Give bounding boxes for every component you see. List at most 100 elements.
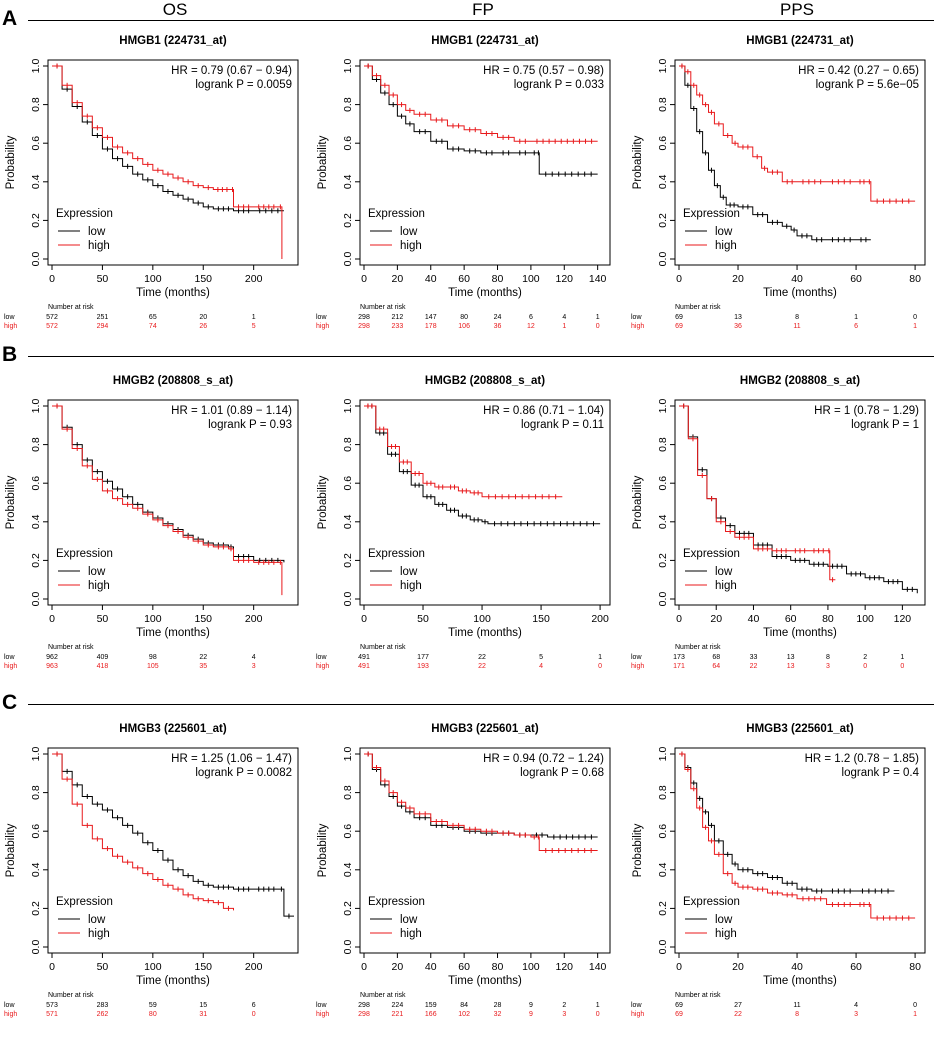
hazard-ratio: HR = 1.01 (0.89 − 1.14) [171, 405, 292, 417]
x-axis-label: Time (months) [763, 287, 837, 299]
x-tick-label: 200 [245, 613, 263, 625]
risk-value-high: 0 [596, 1011, 600, 1018]
x-tick-label: 0 [676, 613, 682, 625]
x-axis-label: Time (months) [136, 627, 210, 639]
chart-title: HMGB2 (208808_s_at) [425, 375, 545, 387]
y-tick-label: 0.0 [657, 592, 669, 607]
legend-label-high: high [715, 580, 737, 592]
hazard-ratio: HR = 0.42 (0.27 − 0.65) [798, 65, 919, 77]
y-axis-label: Probability [632, 135, 644, 189]
x-tick-label: 20 [710, 613, 722, 625]
risk-table-header: Number at risk [360, 644, 406, 651]
x-tick-label: 120 [556, 961, 574, 973]
hazard-ratio: HR = 1.2 (0.78 − 1.85) [805, 753, 920, 765]
risk-value-high: 294 [97, 323, 109, 330]
x-tick-label: 100 [522, 961, 540, 973]
risk-value-low: 177 [417, 654, 429, 661]
legend-title: Expression [56, 208, 113, 220]
x-tick-label: 140 [589, 273, 607, 285]
hazard-ratio: HR = 0.79 (0.67 − 0.94) [171, 65, 292, 77]
y-axis-label: Probability [317, 823, 329, 877]
y-tick-label: 0.2 [30, 901, 42, 916]
x-tick-label: 140 [589, 961, 607, 973]
risk-value-low: 147 [425, 314, 437, 321]
panel-divider-a [28, 20, 934, 21]
x-tick-label: 20 [392, 961, 404, 973]
legend-label-high: high [715, 928, 737, 940]
y-tick-label: 1.0 [342, 59, 354, 74]
legend-label-low: low [400, 566, 418, 578]
km-chart-8: HMGB3 (225601_at) 0.0 0.2 0.4 0.6 0.8 1.0 Proba… [316, 723, 611, 1018]
km-curve-low [364, 405, 601, 525]
risk-value-high: 22 [750, 663, 758, 670]
risk-value-high: 12 [527, 323, 535, 330]
logrank-p: logrank P = 0.4 [842, 767, 920, 779]
risk-value-low: 1 [598, 654, 602, 661]
km-chart-7: HMGB3 (225601_at) 0.0 0.2 0.4 0.6 0.8 1.0 Proba… [4, 723, 299, 1018]
risk-value-high: 0 [863, 663, 867, 670]
risk-value-low: 283 [97, 1002, 109, 1009]
panel-divider-c [28, 704, 934, 705]
x-tick-label: 40 [748, 613, 760, 625]
risk-value-low: 173 [673, 654, 685, 661]
risk-value-high: 3 [562, 1011, 566, 1018]
x-tick-label: 60 [458, 273, 470, 285]
risk-value-low: 98 [149, 654, 157, 661]
y-tick-label: 0.2 [342, 901, 354, 916]
y-tick-label: 0.6 [30, 136, 42, 151]
x-tick-label: 100 [144, 273, 162, 285]
risk-value-low: 2 [562, 1002, 566, 1009]
plot-frame [359, 59, 611, 266]
x-tick-label: 100 [522, 273, 540, 285]
km-curve-high [52, 405, 283, 596]
risk-value-low: 491 [358, 654, 370, 661]
logrank-p: logrank P = 0.68 [520, 767, 604, 779]
legend-label-low: low [400, 914, 418, 926]
plot-frame [674, 399, 926, 606]
x-tick-label: 80 [492, 961, 504, 973]
x-tick-label: 40 [425, 273, 437, 285]
risk-value-low: 68 [712, 654, 720, 661]
plot-frame [359, 747, 611, 954]
x-tick-label: 20 [732, 273, 744, 285]
km-curve-high [52, 65, 283, 259]
legend-label-low: low [715, 914, 733, 926]
risk-value-low: 69 [675, 1002, 683, 1009]
y-tick-label: 1.0 [342, 747, 354, 762]
x-tick-label: 20 [392, 273, 404, 285]
legend-label-high: high [88, 240, 110, 252]
risk-value-high: 5 [252, 323, 256, 330]
risk-value-low: 8 [826, 654, 830, 661]
legend-label-high: high [400, 928, 422, 940]
risk-value-low: 59 [149, 1002, 157, 1009]
legend-label-high: high [88, 580, 110, 592]
risk-value-high: 8 [795, 1011, 799, 1018]
y-tick-label: 0.2 [657, 553, 669, 568]
risk-row-label-high: high [316, 663, 329, 670]
y-tick-label: 0.6 [657, 136, 669, 151]
risk-value-low: 22 [199, 654, 207, 661]
risk-table-header: Number at risk [48, 992, 94, 999]
y-tick-label: 0.8 [342, 437, 354, 452]
risk-value-high: 298 [358, 323, 370, 330]
x-tick-label: 0 [676, 273, 682, 285]
hazard-ratio: HR = 1.25 (1.06 − 1.47) [171, 753, 292, 765]
y-tick-label: 1.0 [30, 59, 42, 74]
chart-title: HMGB3 (225601_at) [746, 723, 854, 735]
risk-value-high: 262 [97, 1011, 109, 1018]
risk-value-high: 13 [787, 663, 795, 670]
risk-value-high: 11 [793, 323, 800, 330]
risk-row-label-high: high [316, 1011, 329, 1018]
y-tick-label: 0.6 [30, 476, 42, 491]
risk-value-low: 573 [46, 1002, 58, 1009]
risk-value-high: 74 [149, 323, 157, 330]
x-tick-label: 200 [245, 273, 263, 285]
risk-value-high: 9 [529, 1011, 533, 1018]
legend-title: Expression [368, 548, 425, 560]
risk-row-label-low: low [4, 314, 15, 321]
risk-row-label-low: low [631, 1002, 642, 1009]
x-tick-label: 0 [49, 613, 55, 625]
y-axis-label: Probability [5, 135, 17, 189]
risk-value-high: 178 [425, 323, 437, 330]
x-tick-label: 0 [676, 961, 682, 973]
